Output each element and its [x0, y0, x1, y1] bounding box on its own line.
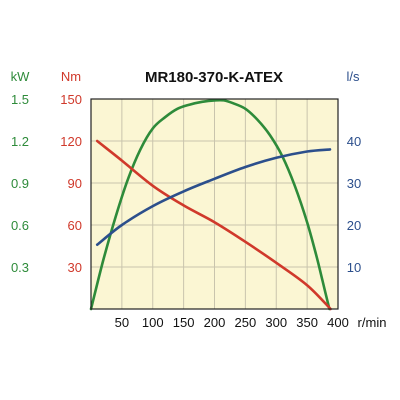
ls-tick-label-3: 40	[347, 134, 361, 149]
x-tick-label-5: 300	[265, 315, 287, 330]
x-axis-unit: r/min	[358, 315, 387, 330]
torque-curve	[95, 139, 332, 311]
ls-tick-label-0: 10	[347, 260, 361, 275]
nm-axis-unit: Nm	[61, 69, 81, 84]
kw-tick-label-3: 1.2	[11, 134, 29, 149]
ls-axis-unit: l/s	[347, 69, 361, 84]
axis-labels: 50 100 150 200 250 300 350 400 r/min 0.3 0.6 0.9 1.2…	[11, 69, 387, 330]
ls-tick-label-2: 30	[347, 176, 361, 191]
x-tick-label-0: 50	[115, 315, 129, 330]
power-curve	[89, 98, 331, 311]
nm-tick-label-2: 90	[68, 176, 82, 191]
x-tick-label-3: 200	[204, 315, 226, 330]
x-tick-label-2: 150	[173, 315, 195, 330]
x-tick-label-6: 350	[296, 315, 318, 330]
kw-tick-label-1: 0.6	[11, 218, 29, 233]
nm-tick-label-3: 120	[60, 134, 82, 149]
x-tick-label-7: 400	[327, 315, 349, 330]
kw-tick-label-4: 1.5	[11, 92, 29, 107]
x-tick-label-4: 250	[235, 315, 257, 330]
plot-frame	[90, 98, 339, 310]
ls-tick-label-1: 20	[347, 218, 361, 233]
kw-tick-label-0: 0.3	[11, 260, 29, 275]
x-tick-label-1: 100	[142, 315, 164, 330]
nm-tick-label-0: 30	[68, 260, 82, 275]
curves	[89, 98, 332, 311]
kw-tick-label-2: 0.9	[11, 176, 29, 191]
flow-curve	[95, 148, 332, 246]
kw-axis-unit: kW	[11, 69, 31, 84]
chart-title: MR180-370-K-ATEX	[145, 69, 283, 86]
nm-tick-label-1: 60	[68, 218, 82, 233]
nm-tick-label-4: 150	[60, 92, 82, 107]
